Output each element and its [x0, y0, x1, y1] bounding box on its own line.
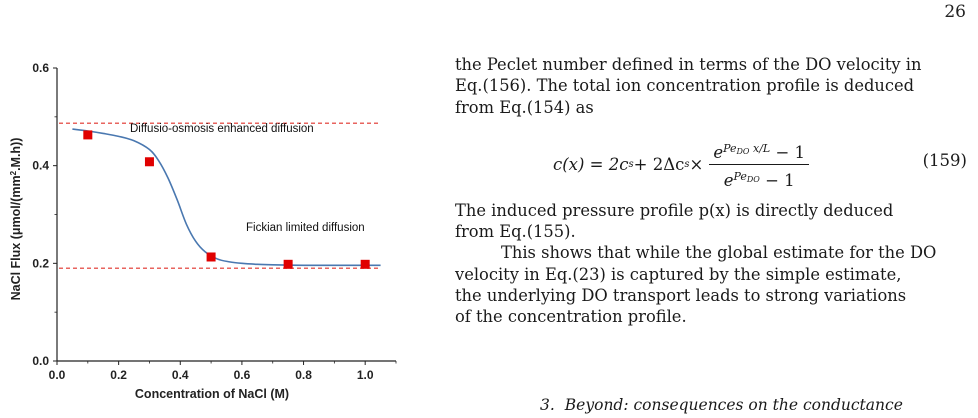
x-tick-label: 0.4 — [172, 368, 189, 382]
equation-body: c(x) = 2c s + 2Δc s × ePeDO x/L − 1 ePeDO … — [553, 138, 810, 192]
chart-axes — [56, 68, 396, 362]
y-tick-label: 0.6 — [32, 61, 49, 75]
equation-fraction: ePeDO x/L − 1 ePeDO − 1 — [709, 138, 810, 192]
x-tick-label: 0.0 — [49, 368, 66, 382]
paragraph-2: The induced pressure profile p(x) is dir… — [455, 200, 894, 242]
x-tick-label: 0.2 — [110, 368, 127, 382]
annotation-lower: Fickian limited diffusion — [246, 222, 365, 234]
data-point — [360, 259, 370, 269]
reference-lines — [59, 122, 380, 269]
paragraph-1: the Peclet number defined in terms of th… — [455, 55, 922, 117]
paragraph-3: This shows that while the global estimat… — [455, 243, 937, 327]
x-tick-label: 1.0 — [357, 368, 374, 382]
y-tick-label: 0.2 — [32, 256, 49, 270]
data-point — [283, 259, 293, 269]
x-axis-label: Concentration of NaCl (M) — [135, 387, 289, 401]
data-point — [206, 252, 216, 262]
tick-labels: 0.0 0.2 0.4 0.6 0.8 1.0 0.0 0.2 0.4 0.6 — [32, 61, 397, 382]
body-text: the Peclet number defined in terms of th… — [455, 54, 967, 328]
y-axis-label: NaCl Flux (μmol/(mm2.M.h)) — [9, 138, 24, 301]
equation-159: c(x) = 2c s + 2Δc s × ePeDO x/L − 1 ePeDO … — [455, 130, 967, 192]
y-tick-label: 0.4 — [32, 159, 49, 173]
x-tick-label: 0.8 — [295, 368, 312, 382]
y-tick-label: 0.0 — [32, 354, 49, 368]
flux-chart: 0.0 0.2 0.4 0.6 0.8 1.0 0.0 0.2 0.4 0.6 Diffusio-… — [9, 61, 397, 401]
section-heading: 3. Beyond: consequences on the conductanc… — [540, 396, 903, 414]
annotation-upper: Diffusio-osmosis enhanced diffusion — [130, 123, 314, 135]
equation-number: (159) — [922, 150, 967, 170]
data-point — [144, 157, 154, 167]
flux-figure: 0.0 0.2 0.4 0.6 0.8 1.0 0.0 0.2 0.4 0.6 Diffusio-… — [0, 48, 400, 418]
data-points — [83, 130, 370, 269]
data-point — [83, 130, 93, 140]
page-number: 26 — [944, 2, 966, 22]
x-tick-label: 0.6 — [234, 368, 251, 382]
fit-curve — [72, 128, 381, 267]
